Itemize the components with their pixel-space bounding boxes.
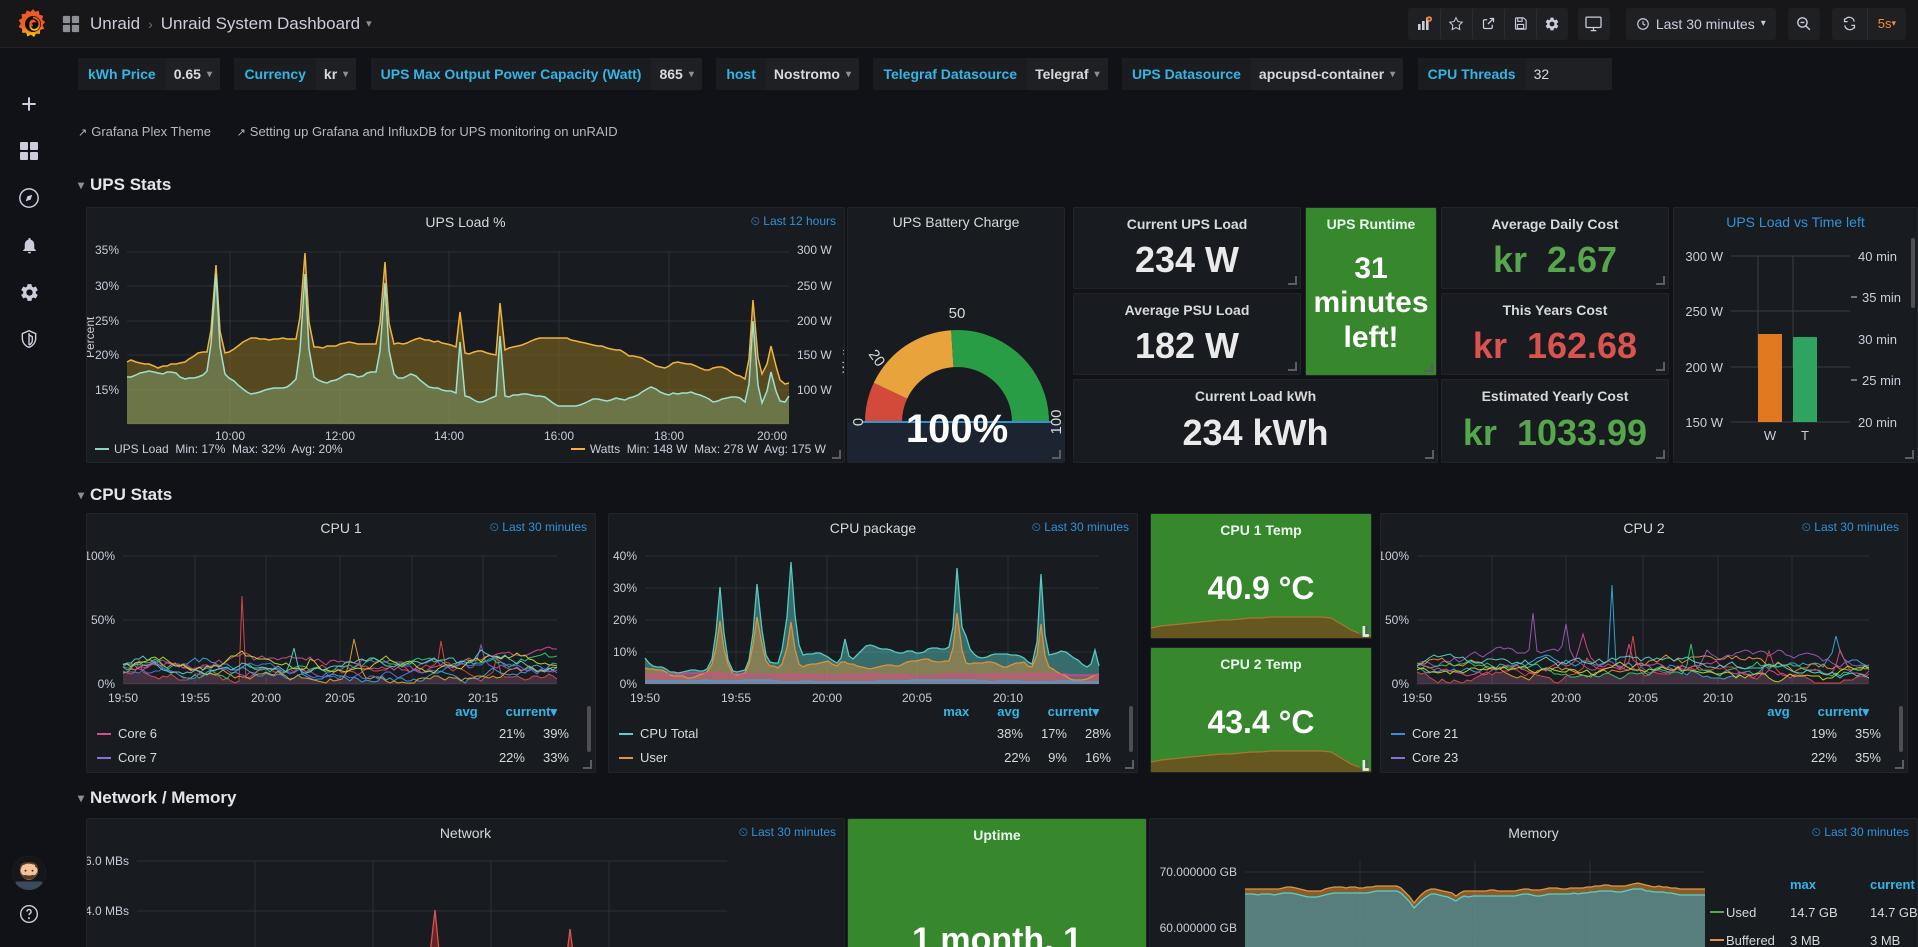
svg-text:150 W: 150 W bbox=[797, 348, 832, 362]
svg-text:19:55: 19:55 bbox=[180, 691, 210, 705]
svg-text:10:00: 10:00 bbox=[215, 429, 245, 443]
svg-text:100 W: 100 W bbox=[797, 383, 832, 397]
svg-text:50%: 50% bbox=[91, 613, 115, 627]
svg-text:20:05: 20:05 bbox=[325, 691, 355, 705]
svg-text:250 W: 250 W bbox=[1685, 304, 1723, 319]
svg-text:35%: 35% bbox=[95, 243, 119, 257]
svg-text:150 W: 150 W bbox=[1685, 415, 1723, 430]
svg-text:20:00: 20:00 bbox=[1551, 691, 1581, 705]
svg-text:14:00: 14:00 bbox=[434, 429, 464, 443]
svg-text:25 min: 25 min bbox=[1862, 373, 1901, 388]
svg-text:10%: 10% bbox=[613, 645, 637, 659]
svg-text:20:00: 20:00 bbox=[812, 691, 842, 705]
svg-text:200 W: 200 W bbox=[797, 314, 832, 328]
svg-text:19:50: 19:50 bbox=[1402, 691, 1432, 705]
svg-text:25%: 25% bbox=[95, 314, 119, 328]
svg-text:20:00: 20:00 bbox=[251, 691, 281, 705]
svg-text:40%: 40% bbox=[613, 549, 637, 563]
svg-text:30 min: 30 min bbox=[1858, 332, 1897, 347]
svg-text:100%: 100% bbox=[906, 407, 1008, 451]
svg-text:200 W: 200 W bbox=[1685, 360, 1723, 375]
svg-text:100: 100 bbox=[1048, 409, 1065, 434]
svg-text:T: T bbox=[1801, 428, 1809, 443]
svg-text:20:05: 20:05 bbox=[1628, 691, 1658, 705]
svg-text:250 W: 250 W bbox=[797, 279, 832, 293]
svg-text:60.000000 GB: 60.000000 GB bbox=[1160, 921, 1237, 935]
svg-text:20:10: 20:10 bbox=[993, 691, 1023, 705]
svg-text:20:10: 20:10 bbox=[397, 691, 427, 705]
svg-text:19:50: 19:50 bbox=[108, 691, 138, 705]
svg-text:300 W: 300 W bbox=[797, 243, 832, 257]
svg-text:16:00: 16:00 bbox=[544, 429, 574, 443]
svg-text:20:05: 20:05 bbox=[902, 691, 932, 705]
svg-text:100%: 100% bbox=[1381, 549, 1409, 563]
svg-text:20:00: 20:00 bbox=[757, 429, 787, 443]
svg-text:6.0 MBs: 6.0 MBs bbox=[87, 854, 129, 868]
svg-text:20%: 20% bbox=[95, 348, 119, 362]
svg-text:20:10: 20:10 bbox=[1703, 691, 1733, 705]
svg-text:18:00: 18:00 bbox=[654, 429, 684, 443]
svg-text:300 W: 300 W bbox=[1685, 249, 1723, 264]
svg-text:70.000000 GB: 70.000000 GB bbox=[1160, 865, 1237, 879]
svg-text:0%: 0% bbox=[98, 677, 116, 691]
svg-text:19:55: 19:55 bbox=[1477, 691, 1507, 705]
svg-text:50: 50 bbox=[949, 305, 966, 322]
svg-text:19:50: 19:50 bbox=[630, 691, 660, 705]
svg-text:30%: 30% bbox=[95, 279, 119, 293]
svg-text:35 min: 35 min bbox=[1862, 290, 1901, 305]
svg-text:0%: 0% bbox=[1392, 677, 1410, 691]
svg-text:W: W bbox=[1764, 428, 1777, 443]
svg-text:20 min: 20 min bbox=[1858, 415, 1897, 430]
svg-text:20:15: 20:15 bbox=[1777, 691, 1807, 705]
svg-text:20:15: 20:15 bbox=[468, 691, 498, 705]
svg-text:0: 0 bbox=[849, 418, 866, 426]
svg-text:19:55: 19:55 bbox=[721, 691, 751, 705]
svg-text:0%: 0% bbox=[620, 677, 638, 691]
svg-text:12:00: 12:00 bbox=[325, 429, 355, 443]
svg-text:4.0 MBs: 4.0 MBs bbox=[87, 904, 129, 918]
svg-text:100%: 100% bbox=[87, 549, 115, 563]
svg-text:20%: 20% bbox=[613, 613, 637, 627]
svg-text:30%: 30% bbox=[613, 581, 637, 595]
svg-text:40 min: 40 min bbox=[1858, 249, 1897, 264]
svg-text:15%: 15% bbox=[95, 383, 119, 397]
svg-text:50%: 50% bbox=[1385, 613, 1409, 627]
